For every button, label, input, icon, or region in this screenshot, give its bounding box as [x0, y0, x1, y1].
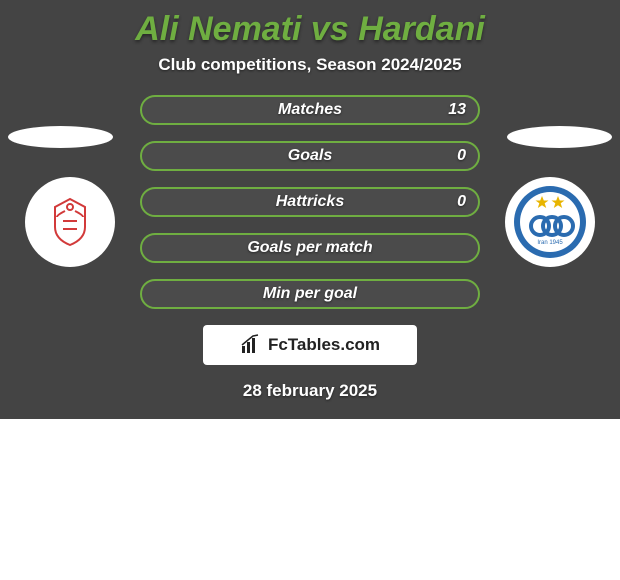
comparison-card: Ali Nemati vs Hardani Club competitions,… [0, 0, 620, 419]
stat-row: Goals 0 [140, 141, 480, 171]
stat-row: Goals per match [140, 233, 480, 263]
stat-row: Min per goal [140, 279, 480, 309]
crest-left-icon [35, 187, 105, 257]
page-subtitle: Club competitions, Season 2024/2025 [0, 55, 620, 95]
bar-chart-icon [240, 334, 262, 356]
date-text: 28 february 2025 [0, 381, 620, 401]
player-placeholder-oval [507, 126, 612, 148]
stat-label: Goals per match [247, 239, 372, 257]
club-crest-left [25, 177, 115, 267]
stat-label: Hattricks [276, 193, 344, 211]
player-placeholder-oval [8, 126, 113, 148]
brand-badge[interactable]: FcTables.com [203, 325, 417, 365]
club-crest-right: Iran 1945 [505, 177, 595, 267]
stat-row: Hattricks 0 [140, 187, 480, 217]
stat-label: Min per goal [263, 285, 357, 303]
stat-label: Goals [288, 147, 332, 165]
stat-value-right: 13 [448, 101, 466, 119]
page-title: Ali Nemati vs Hardani [0, 0, 620, 55]
stat-label: Matches [278, 101, 342, 119]
svg-text:Iran 1945: Iran 1945 [537, 240, 563, 246]
stat-row: Matches 13 [140, 95, 480, 125]
stat-value-right: 0 [457, 193, 466, 211]
crest-right-icon: Iran 1945 [510, 182, 590, 262]
brand-name: FcTables.com [268, 335, 380, 355]
stat-value-right: 0 [457, 147, 466, 165]
